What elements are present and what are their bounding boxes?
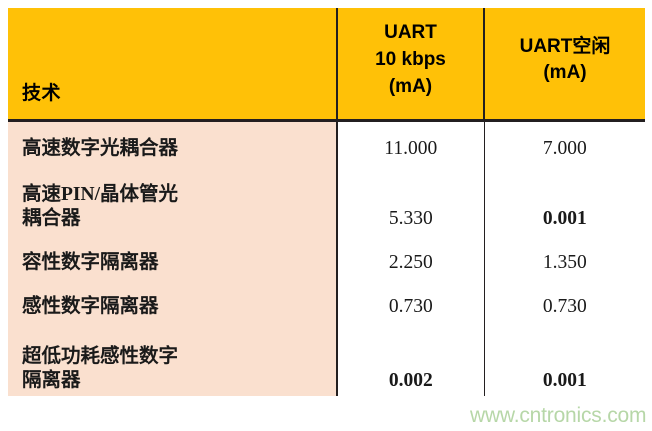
cell-technology-line: 高速PIN/晶体管光 [22,184,179,206]
cell-uart-10kbps: 0.730 [336,278,484,322]
cell-technology-line: 超低功耗感性数字 [22,346,179,368]
column-header-uart-idle-line2: (mA) [543,62,587,84]
column-header-uart-10kbps: UART 10 kbps (mA) [336,8,484,122]
column-header-technology-text: 技术 [22,82,62,104]
cell-technology: 容性数字隔离器 [8,234,337,278]
cell-uart-idle: 7.000 [483,120,645,164]
cell-technology: 超低功耗感性数字 隔离器 [8,322,337,396]
table-row: 高速PIN/晶体管光 耦合器 5.330 0.001 [8,164,645,234]
cell-uart-10kbps: 0.002 [336,322,484,396]
cell-technology-line: 高速数字光耦合器 [22,137,179,159]
table-row: 高速数字光耦合器 11.000 7.000 [8,120,645,164]
cell-uart-idle: 1.350 [483,234,645,278]
cell-technology: 高速PIN/晶体管光 耦合器 [8,164,337,234]
table-header-row: 技术 UART 10 kbps (mA) UART空闲 (mA) [8,8,645,122]
isolator-comparison-table: 技术 UART 10 kbps (mA) UART空闲 (mA) 高速数字光耦合… [8,8,645,396]
column-header-technology: 技术 [8,8,337,122]
table-header: 技术 UART 10 kbps (mA) UART空闲 (mA) [8,8,645,122]
column-header-uart-10kbps-line3: (mA) [388,75,433,97]
cell-uart-10kbps: 2.250 [336,234,484,278]
table-row: 感性数字隔离器 0.730 0.730 [8,278,645,322]
cell-technology-line: 容性数字隔离器 [22,251,159,273]
column-header-uart-idle: UART空闲 (mA) [483,8,645,122]
cell-technology-line: 感性数字隔离器 [22,295,159,317]
cell-technology-line: 隔离器 [22,369,81,391]
cell-uart-10kbps: 5.330 [336,164,484,234]
table-row: 超低功耗感性数字 隔离器 0.002 0.001 [8,322,645,396]
cell-technology-line: 耦合器 [22,207,81,229]
column-header-uart-10kbps-line1: UART [384,22,437,44]
table-row: 容性数字隔离器 2.250 1.350 [8,234,645,278]
cell-uart-idle: 0.001 [483,322,645,396]
cell-technology: 感性数字隔离器 [8,278,337,322]
cell-uart-idle: 0.001 [483,164,645,234]
cell-uart-idle: 0.730 [483,278,645,322]
cell-technology: 高速数字光耦合器 [8,120,337,164]
column-header-uart-idle-line1: UART空闲 [519,35,611,57]
table-body: 高速数字光耦合器 11.000 7.000 高速PIN/晶体管光 耦合器 5.3… [8,120,645,396]
comparison-table-container: 技术 UART 10 kbps (mA) UART空闲 (mA) 高速数字光耦合… [8,8,645,428]
cell-uart-10kbps: 11.000 [336,120,484,164]
column-header-uart-10kbps-line2: 10 kbps [375,48,446,70]
